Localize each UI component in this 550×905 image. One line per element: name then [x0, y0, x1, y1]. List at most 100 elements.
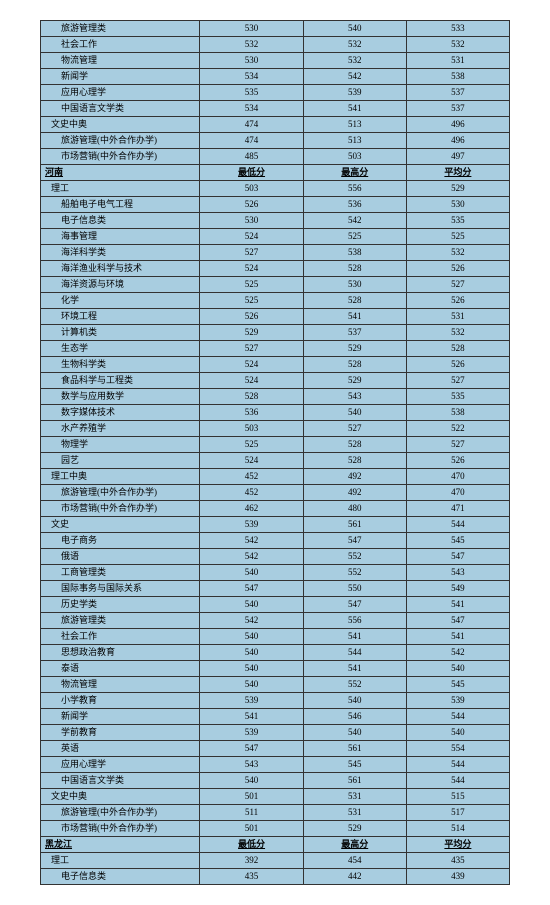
- major-name: 电子信息类: [41, 869, 200, 885]
- category-name: 文史中奥: [41, 117, 200, 133]
- table-row: 社会工作532532532: [41, 37, 510, 53]
- major-name: 市场营销(中外合作办学): [41, 149, 200, 165]
- table-row: 理工503556529: [41, 181, 510, 197]
- max-score: 537: [303, 325, 406, 341]
- min-score: 540: [200, 629, 303, 645]
- max-score: 540: [303, 725, 406, 741]
- table-row: 黑龙江最低分最高分平均分: [41, 837, 510, 853]
- table-row: 社会工作540541541: [41, 629, 510, 645]
- table-row: 海洋渔业科学与技术524528526: [41, 261, 510, 277]
- table-row: 数字媒体技术536540538: [41, 405, 510, 421]
- table-row: 新闻学541546544: [41, 709, 510, 725]
- avg-score: 526: [406, 453, 509, 469]
- avg-score: 439: [406, 869, 509, 885]
- avg-score: 435: [406, 853, 509, 869]
- min-score: 536: [200, 405, 303, 421]
- max-score: 561: [303, 741, 406, 757]
- min-score: 525: [200, 277, 303, 293]
- min-score: 540: [200, 597, 303, 613]
- max-score: 561: [303, 773, 406, 789]
- major-name: 学前教育: [41, 725, 200, 741]
- max-score: 529: [303, 821, 406, 837]
- max-score-header: 最高分: [303, 837, 406, 853]
- major-name: 应用心理学: [41, 85, 200, 101]
- region-name: 黑龙江: [41, 837, 200, 853]
- min-score: 530: [200, 213, 303, 229]
- table-row: 市场营销(中外合作办学)501529514: [41, 821, 510, 837]
- avg-score: 554: [406, 741, 509, 757]
- max-score: 538: [303, 245, 406, 261]
- category-name: 文史: [41, 517, 200, 533]
- avg-score: 514: [406, 821, 509, 837]
- max-score: 540: [303, 21, 406, 37]
- min-score: 542: [200, 613, 303, 629]
- major-name: 物流管理: [41, 53, 200, 69]
- min-score: 540: [200, 565, 303, 581]
- min-score: 532: [200, 37, 303, 53]
- table-row: 市场营销(中外合作办学)462480471: [41, 501, 510, 517]
- min-score: 534: [200, 69, 303, 85]
- avg-score: 533: [406, 21, 509, 37]
- min-score: 501: [200, 789, 303, 805]
- table-row: 应用心理学543545544: [41, 757, 510, 773]
- avg-score-header: 平均分: [406, 165, 509, 181]
- avg-score: 541: [406, 629, 509, 645]
- major-name: 国际事务与国际关系: [41, 581, 200, 597]
- major-name: 旅游管理类: [41, 613, 200, 629]
- max-score: 525: [303, 229, 406, 245]
- table-row: 新闻学534542538: [41, 69, 510, 85]
- max-score: 540: [303, 693, 406, 709]
- major-name: 中国语言文学类: [41, 773, 200, 789]
- table-row: 食品科学与工程类524529527: [41, 373, 510, 389]
- table-row: 电子信息类530542535: [41, 213, 510, 229]
- major-name: 社会工作: [41, 37, 200, 53]
- max-score: 529: [303, 341, 406, 357]
- max-score: 536: [303, 197, 406, 213]
- max-score: 541: [303, 661, 406, 677]
- avg-score: 527: [406, 373, 509, 389]
- avg-score: 531: [406, 309, 509, 325]
- min-score: 540: [200, 661, 303, 677]
- major-name: 海洋科学类: [41, 245, 200, 261]
- table-row: 生物科学类524528526: [41, 357, 510, 373]
- max-score: 550: [303, 581, 406, 597]
- major-name: 海洋渔业科学与技术: [41, 261, 200, 277]
- major-name: 俄语: [41, 549, 200, 565]
- table-row: 旅游管理(中外合作办学)474513496: [41, 133, 510, 149]
- table-row: 英语547561554: [41, 741, 510, 757]
- min-score: 525: [200, 437, 303, 453]
- max-score: 513: [303, 133, 406, 149]
- avg-score: 535: [406, 213, 509, 229]
- max-score: 528: [303, 453, 406, 469]
- min-score: 539: [200, 517, 303, 533]
- table-row: 船舶电子电气工程526536530: [41, 197, 510, 213]
- category-name: 文史中奥: [41, 789, 200, 805]
- min-score: 452: [200, 485, 303, 501]
- major-name: 新闻学: [41, 709, 200, 725]
- category-name: 理工: [41, 853, 200, 869]
- avg-score: 541: [406, 597, 509, 613]
- major-name: 旅游管理(中外合作办学): [41, 133, 200, 149]
- table-row: 水产养殖学503527522: [41, 421, 510, 437]
- avg-score: 517: [406, 805, 509, 821]
- table-row: 文史中奥474513496: [41, 117, 510, 133]
- avg-score: 528: [406, 341, 509, 357]
- table-row: 中国语言文学类540561544: [41, 773, 510, 789]
- min-score: 528: [200, 389, 303, 405]
- major-name: 计算机类: [41, 325, 200, 341]
- table-row: 生态学527529528: [41, 341, 510, 357]
- avg-score: 537: [406, 101, 509, 117]
- table-row: 化学525528526: [41, 293, 510, 309]
- table-row: 旅游管理(中外合作办学)511531517: [41, 805, 510, 821]
- min-score: 524: [200, 357, 303, 373]
- table-row: 思想政治教育540544542: [41, 645, 510, 661]
- min-score: 485: [200, 149, 303, 165]
- avg-score: 540: [406, 725, 509, 741]
- avg-score: 540: [406, 661, 509, 677]
- min-score: 529: [200, 325, 303, 341]
- max-score: 528: [303, 261, 406, 277]
- avg-score: 544: [406, 773, 509, 789]
- major-name: 泰语: [41, 661, 200, 677]
- max-score: 530: [303, 277, 406, 293]
- min-score: 541: [200, 709, 303, 725]
